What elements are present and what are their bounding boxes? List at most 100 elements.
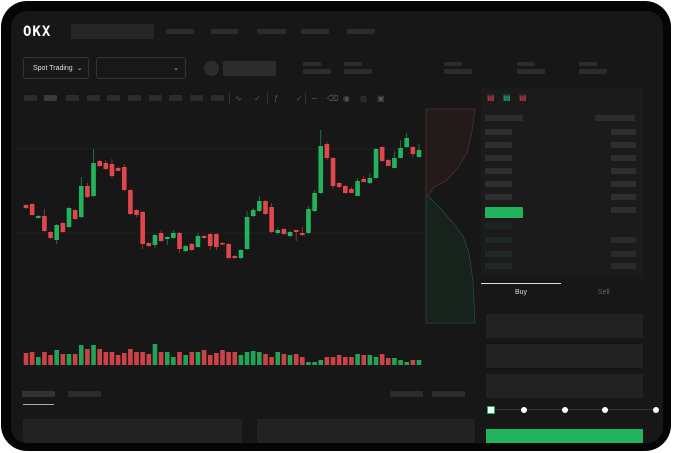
timeframe-button[interactable] — [107, 95, 120, 101]
slider-mark-25[interactable] — [521, 407, 527, 413]
amount-slider-track[interactable] — [491, 409, 659, 410]
candle-body — [66, 208, 72, 227]
positions-panel — [257, 419, 475, 443]
tab-buy[interactable]: Buy — [515, 289, 528, 296]
volume-bar — [306, 362, 311, 365]
timeframe-button[interactable] — [87, 95, 100, 101]
book-asks-icon[interactable]: ▤ — [519, 93, 527, 102]
candle — [324, 142, 330, 160]
candle-type-icon[interactable]: ✓ — [254, 94, 261, 103]
toolbar-divider — [267, 93, 268, 104]
candle-body — [97, 161, 102, 166]
ruler-icon[interactable]: ⌫ — [327, 94, 339, 103]
price-input[interactable] — [486, 314, 643, 338]
mid-price-badge[interactable] — [485, 207, 523, 218]
candle — [121, 164, 127, 191]
volume-bar — [158, 352, 164, 365]
book-header-amount — [595, 115, 635, 121]
timeframe-button[interactable] — [149, 95, 162, 101]
camera-icon[interactable]: ◉ — [343, 94, 350, 103]
volume-bar — [232, 352, 238, 365]
trading-mode-dropdown[interactable]: Spot Trading ⌄ — [23, 57, 89, 79]
candle-body — [29, 204, 35, 215]
tab-open-orders[interactable] — [22, 391, 55, 397]
timeframe-button[interactable] — [190, 95, 203, 101]
nav-item-3[interactable] — [257, 29, 286, 34]
slider-mark-100[interactable] — [653, 407, 659, 413]
ask-amount — [611, 207, 636, 213]
timeframe-button[interactable] — [211, 95, 224, 101]
candle — [195, 233, 201, 248]
book-both-icon[interactable]: ▤ — [487, 93, 495, 102]
active-tab-indicator — [23, 404, 54, 405]
candle-body — [269, 207, 274, 232]
candle-body — [324, 144, 330, 158]
volume-bar — [336, 355, 342, 365]
timeframe-button[interactable] — [24, 95, 37, 101]
candle-body — [281, 229, 287, 234]
tab-sell[interactable]: Sell — [598, 289, 610, 296]
candle-body — [250, 210, 256, 216]
candle — [103, 160, 109, 170]
candle-body — [189, 244, 195, 250]
candle-body — [318, 146, 324, 193]
candle-body — [336, 183, 342, 187]
candle-body — [293, 230, 299, 232]
price-chart[interactable] — [11, 11, 663, 443]
total-input[interactable] — [486, 374, 643, 398]
candle — [183, 245, 188, 252]
volume-bar — [349, 357, 354, 365]
timeframe-button-active[interactable] — [44, 95, 57, 101]
volume-bar — [207, 355, 213, 365]
timeframe-button[interactable] — [128, 95, 141, 101]
candle — [146, 242, 152, 247]
candle — [164, 236, 170, 245]
nav-item-1[interactable] — [166, 29, 194, 34]
filter-button[interactable] — [432, 391, 465, 397]
candle-body — [392, 158, 397, 168]
nav-item-2[interactable] — [211, 29, 238, 34]
slider-mark-50[interactable] — [562, 407, 568, 413]
wave-icon[interactable]: ∼ — [311, 94, 318, 103]
volume-bar — [42, 352, 47, 365]
volume-bar — [220, 350, 225, 365]
timeframe-button[interactable] — [169, 95, 182, 101]
stat-value — [444, 69, 472, 74]
nav-item-5[interactable] — [347, 29, 375, 34]
amount-slider-handle[interactable] — [487, 406, 495, 414]
volume-bar — [214, 353, 219, 365]
candle-body — [146, 243, 152, 246]
filter-button[interactable] — [390, 391, 423, 397]
candle — [29, 203, 35, 216]
timeframe-button[interactable] — [66, 95, 79, 101]
nav-item-4[interactable] — [301, 29, 329, 34]
buy-button[interactable] — [486, 429, 643, 443]
slider-mark-75[interactable] — [602, 407, 608, 413]
candle — [373, 148, 379, 179]
candle — [54, 224, 60, 244]
pair-selector-dropdown[interactable]: ⌄ — [96, 57, 186, 79]
toolbar-divider — [305, 93, 306, 104]
candle-body — [109, 164, 115, 176]
indicator-icon[interactable]: ƒ — [274, 94, 279, 103]
candle — [60, 222, 66, 233]
candle-type-icon[interactable]: ✓ — [296, 94, 303, 103]
ask-price — [485, 142, 512, 148]
amount-input[interactable] — [486, 344, 643, 368]
volume-bar — [54, 350, 60, 365]
settings-icon[interactable]: ◎ — [360, 94, 367, 103]
volume-bar — [103, 352, 109, 365]
search-input[interactable] — [71, 24, 154, 39]
stat-value — [344, 69, 372, 74]
candle-body — [23, 205, 29, 208]
volume-bar — [60, 354, 66, 365]
candle-body — [355, 181, 360, 196]
bid-amount — [611, 251, 636, 257]
line-chart-icon[interactable]: ∿ — [235, 94, 242, 103]
fullscreen-icon[interactable]: ▣ — [377, 94, 385, 103]
tab-order-history[interactable] — [68, 391, 101, 397]
ask-amount — [611, 181, 636, 187]
okx-logo[interactable]: OKX — [23, 24, 52, 40]
ask-price — [485, 194, 512, 200]
book-bids-icon[interactable]: ▤ — [503, 93, 511, 102]
